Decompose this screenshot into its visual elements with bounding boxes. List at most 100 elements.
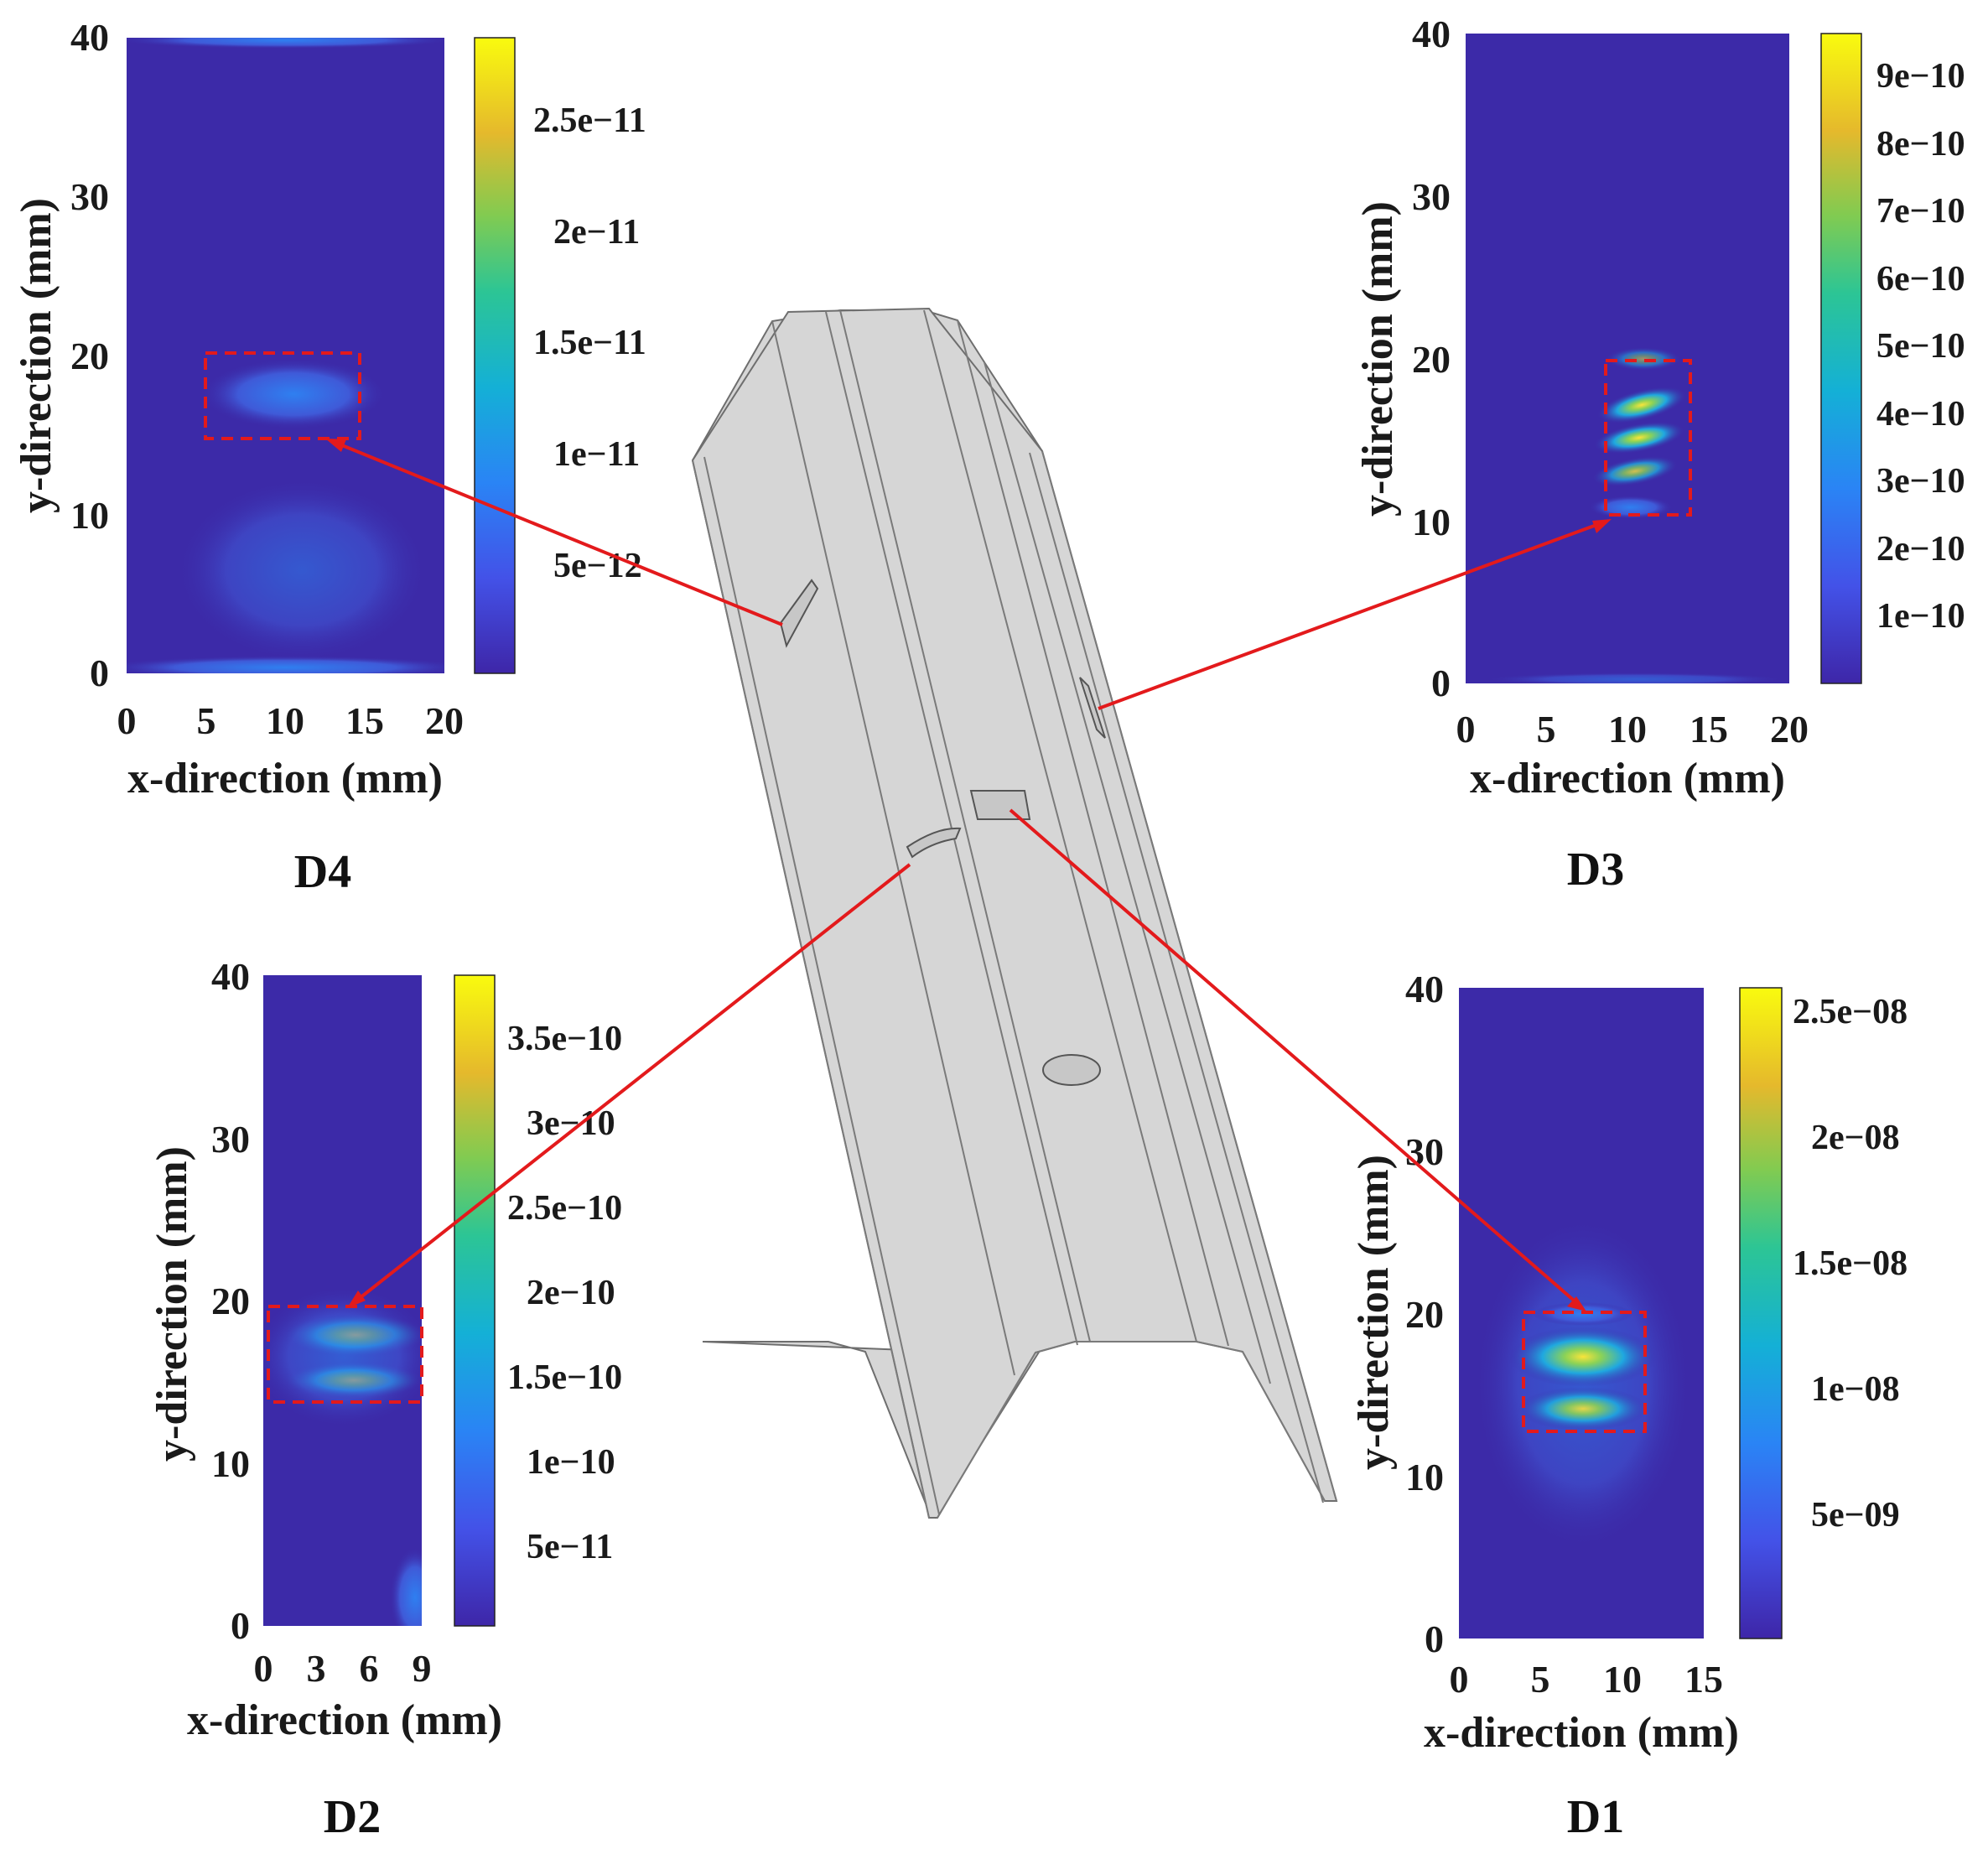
arrow-to-d1 (1009, 808, 1581, 1306)
cbtick-d2-3e-10: 3e−10 (527, 1104, 615, 1143)
arrow-to-d3 (1098, 521, 1604, 710)
arrowhead-d4 (325, 439, 346, 452)
ytick-d3-10: 10 (1412, 501, 1451, 543)
cbtick-d3-7e-10: 7e−10 (1876, 192, 1965, 231)
panel-title-d3: D3 (1567, 844, 1624, 896)
panel-title-d4: D4 (294, 846, 351, 898)
xtick-d4-5: 5 (197, 699, 216, 742)
ytick-d1-20: 20 (1405, 1293, 1444, 1336)
ytick-d4-10: 10 (70, 494, 109, 537)
defect-d2-notch (906, 827, 962, 859)
xtick-d4-15: 15 (345, 699, 384, 742)
xtick-d3-0: 0 (1456, 708, 1476, 750)
ytick-d3-20: 20 (1412, 338, 1451, 381)
xtick-d4-20: 20 (425, 699, 464, 742)
hotspot-d3-band-top (1606, 347, 1681, 371)
panel-title-d2: D2 (324, 1791, 381, 1843)
defect-d3-slot (1079, 677, 1106, 739)
ytick-d1-10: 10 (1405, 1456, 1444, 1498)
panel-d3: 40 30 20 10 0 0 5 10 15 20 x-direction (… (1354, 13, 1965, 896)
cbtick-d3-1e-10: 1e−10 (1876, 597, 1965, 636)
cbtick-d2-2.5e-10: 2.5e−10 (507, 1189, 622, 1228)
roi-box-d1 (1522, 1311, 1647, 1433)
cbtick-d3-8e-10: 8e−10 (1876, 125, 1965, 164)
ylabel-d2: y-direction (mm) (148, 1146, 196, 1462)
hotspot-d4-lower (176, 478, 428, 662)
xtick-d3-15: 15 (1690, 708, 1728, 750)
cbtick-d3-9e-10: 9e−10 (1876, 57, 1965, 96)
colorbar-d3 (1820, 33, 1862, 684)
ylabel-d4: y-direction (mm) (13, 198, 60, 513)
ytick-d3-30: 30 (1412, 175, 1451, 218)
arrowhead-d2 (347, 1291, 366, 1308)
xlabel-d4: x-direction (mm) (127, 755, 443, 802)
roi-box-d3 (1604, 359, 1692, 517)
beam-body (691, 307, 1338, 1519)
ytick-d3-0: 0 (1431, 662, 1451, 704)
ytick-d3-40: 40 (1412, 13, 1451, 55)
xtick-d3-20: 20 (1770, 708, 1809, 750)
cbtick-d1-5e-09: 5e−09 (1811, 1496, 1900, 1535)
roi-box-d2 (267, 1305, 423, 1404)
panel-d4: 40 30 20 10 0 0 5 10 15 20 x-direction (… (13, 16, 646, 898)
xtick-d1-15: 15 (1684, 1658, 1723, 1701)
hotspot-d3-band-2 (1593, 421, 1685, 454)
defect-hole (1042, 1054, 1101, 1086)
cbtick-d2-2e-10: 2e−10 (527, 1274, 615, 1312)
callout-arrows (325, 439, 1612, 1311)
hotspot-d3-band-1 (1596, 387, 1687, 423)
ytick-d2-10: 10 (211, 1442, 250, 1485)
cbtick-d3-5e-10: 5e−10 (1876, 327, 1965, 366)
arrowhead-d3 (1592, 519, 1612, 533)
colorbar-d2 (454, 974, 496, 1627)
cbtick-d1-2.5e-08: 2.5e−08 (1793, 993, 1908, 1031)
ytick-d4-20: 20 (70, 335, 109, 377)
xlabel-d2: x-direction (mm) (187, 1696, 502, 1744)
defect-d1-patch (969, 790, 1031, 820)
xtick-d2-9: 9 (413, 1647, 432, 1690)
arrow-to-d2 (354, 863, 911, 1303)
ytick-d2-40: 40 (211, 955, 250, 998)
colorbar-d1 (1739, 987, 1783, 1639)
ytick-d4-0: 0 (90, 652, 109, 694)
xtick-d4-10: 10 (266, 699, 304, 742)
hotspot-d3-bottom-edge (1484, 673, 1786, 683)
xtick-d2-6: 6 (360, 1647, 379, 1690)
ytick-d4-40: 40 (70, 16, 109, 59)
panel-d1: 40 30 20 10 0 0 5 10 15 x-direction (mm)… (1350, 968, 1908, 1843)
panel-d2: 40 30 20 10 0 0 3 6 9 x-direction (mm) y… (148, 955, 622, 1843)
roi-box-d4 (204, 351, 361, 440)
hotspot-d4-roi (201, 359, 386, 429)
cbtick-d4-5e-12: 5e−12 (553, 547, 642, 585)
cbtick-d2-1e-10: 1e−10 (527, 1443, 615, 1482)
ytick-d2-0: 0 (231, 1604, 250, 1647)
colorbar-d4 (474, 37, 516, 674)
xtick-d2-0: 0 (254, 1647, 273, 1690)
hotspot-d4-top-edge (127, 38, 444, 49)
ytick-d1-30: 30 (1405, 1130, 1444, 1173)
xtick-d1-0: 0 (1450, 1658, 1469, 1701)
panel-title-d1: D1 (1567, 1791, 1624, 1843)
cbtick-d2-5e-11: 5e−11 (527, 1528, 613, 1566)
ytick-d2-30: 30 (211, 1118, 250, 1161)
ylabel-d3: y-direction (mm) (1354, 201, 1402, 517)
hotspot-d4-bottom-edge (127, 656, 444, 673)
hotspot-d2-halo (263, 1285, 422, 1428)
cbtick-d4-1e-11: 1e−11 (553, 435, 640, 474)
xtick-d3-5: 5 (1537, 708, 1556, 750)
ylabel-d1: y-direction (mm) (1350, 1155, 1398, 1470)
ytick-d4-30: 30 (70, 175, 109, 218)
xtick-d3-10: 10 (1608, 708, 1647, 750)
beam-illustration (691, 307, 1338, 1519)
cbtick-d4-2.5e-11: 2.5e−11 (533, 101, 646, 140)
cbtick-d3-6e-10: 6e−10 (1876, 260, 1965, 299)
cbtick-d3-2e-10: 2e−10 (1876, 530, 1965, 569)
cbtick-d4-1.5e-11: 1.5e−11 (533, 324, 646, 362)
hotspot-d1-upper (1509, 1327, 1657, 1387)
cbtick-d4-2e-11: 2e−11 (553, 213, 640, 252)
cbtick-d1-1e-08: 1e−08 (1811, 1370, 1900, 1409)
cbtick-d2-1.5e-10: 1.5e−10 (507, 1358, 622, 1397)
arrowhead-d1 (1567, 1296, 1586, 1311)
cbtick-d3-3e-10: 3e−10 (1876, 462, 1965, 501)
hotspot-d1-lower (1518, 1387, 1648, 1431)
